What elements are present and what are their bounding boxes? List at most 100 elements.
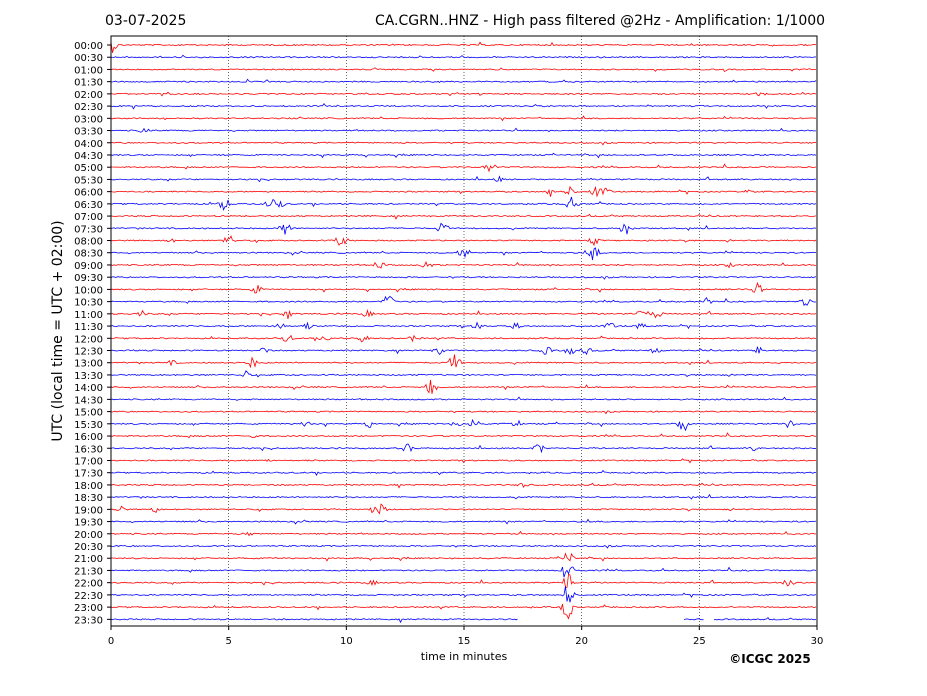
y-tick-label: 19:30 <box>74 518 103 529</box>
trace-row <box>110 586 817 603</box>
y-tick-label: 15:30 <box>74 420 103 431</box>
trace-row <box>110 67 816 73</box>
y-tick-label: 00:00 <box>74 41 103 52</box>
y-tick-label: 09:30 <box>74 273 103 284</box>
trace-row <box>110 566 817 578</box>
trace-row <box>110 78 817 84</box>
trace-row <box>110 54 817 59</box>
y-tick-label: 02:30 <box>74 102 103 113</box>
trace-row <box>111 115 816 122</box>
trace-row <box>110 152 817 159</box>
trace-row <box>110 276 817 280</box>
trace-row <box>110 493 817 500</box>
trace-row <box>111 410 817 415</box>
trace-row <box>110 163 817 173</box>
y-tick-label: 12:30 <box>74 347 103 358</box>
y-tick-label: 00:30 <box>74 53 103 64</box>
trace-row <box>110 261 817 269</box>
trace-row <box>110 552 817 562</box>
y-tick-label: 14:00 <box>74 383 103 394</box>
y-tick-label: 07:00 <box>74 212 103 223</box>
y-tick-label: 10:30 <box>74 298 103 309</box>
grid-lines <box>228 36 700 626</box>
y-tick-label: 15:00 <box>74 408 103 419</box>
trace-row <box>110 418 817 432</box>
y-tick-label: 07:30 <box>74 224 103 235</box>
trace-row <box>110 482 817 489</box>
trace-row <box>110 370 817 378</box>
date-label: 03-07-2025 <box>105 13 186 29</box>
trace-row <box>110 281 817 294</box>
y-tick-label: 10:00 <box>74 285 103 296</box>
y-tick-label: 17:00 <box>74 456 103 467</box>
trace-row <box>110 213 817 220</box>
y-tick-label: 08:30 <box>74 249 103 260</box>
trace-row <box>110 518 817 525</box>
trace-row <box>110 354 817 369</box>
y-tick-label: 02:00 <box>74 90 103 101</box>
y-tick-label: 23:30 <box>74 615 103 626</box>
plot-area <box>110 36 817 626</box>
y-tick-label: 23:00 <box>74 603 103 614</box>
y-tick-label: 21:00 <box>74 554 103 565</box>
trace-row <box>110 544 817 549</box>
trace-row <box>110 321 817 330</box>
trace-row <box>110 603 817 620</box>
y-tick-label: 22:00 <box>74 579 103 590</box>
y-tick-label: 18:30 <box>74 493 103 504</box>
trace-row <box>110 379 817 394</box>
station-title: CA.CGRN..HNZ - High pass filtered @2Hz -… <box>375 13 825 29</box>
trace-row <box>110 41 817 53</box>
y-tick-label: 18:00 <box>74 481 103 492</box>
y-tick-label: 22:30 <box>74 591 103 602</box>
y-tick-label: 14:30 <box>74 395 103 406</box>
y-tick-label: 11:00 <box>74 310 103 321</box>
y-tick-label: 13:00 <box>74 359 103 370</box>
y-tick-label: 09:00 <box>74 261 103 272</box>
x-tick-label: 10 <box>340 636 353 647</box>
trace-row <box>111 309 817 319</box>
x-tick-label: 15 <box>458 636 471 647</box>
y-tick-label: 13:30 <box>74 371 103 382</box>
trace-row <box>110 141 817 146</box>
y-tick-label: 20:30 <box>74 542 103 553</box>
copyright-label: ©ICGC 2025 <box>729 652 811 666</box>
y-tick-label: 17:30 <box>74 469 103 480</box>
x-tick-label: 0 <box>108 636 114 647</box>
trace-row <box>110 222 817 235</box>
y-tick-label: 20:00 <box>74 530 103 541</box>
trace-row <box>111 396 817 401</box>
trace-row <box>110 443 817 454</box>
trace-row <box>110 432 817 439</box>
x-tick-label: 20 <box>575 636 588 647</box>
y-tick-label: 12:00 <box>74 334 103 345</box>
y-tick-label: 05:00 <box>74 163 103 174</box>
y-tick-label: 01:00 <box>74 65 103 76</box>
y-tick-label: 21:30 <box>74 566 103 577</box>
trace-row <box>110 573 817 588</box>
y-tick-label: 11:30 <box>74 322 103 333</box>
trace-row <box>110 503 817 515</box>
y-tick-label: 01:30 <box>74 78 103 89</box>
y-tick-label: 04:00 <box>74 139 103 150</box>
y-axis-label: UTC (local time = UTC + 02:00) <box>50 220 66 441</box>
y-tick-label: 16:30 <box>74 444 103 455</box>
y-tick-label: 05:30 <box>74 175 103 186</box>
y-tick-label: 06:30 <box>74 200 103 211</box>
y-tick-label: 04:30 <box>74 151 103 162</box>
seismic-traces <box>110 41 817 624</box>
x-tick-label: 25 <box>693 636 706 647</box>
trace-row <box>110 469 817 476</box>
x-axis-ticks: 0 5 10 15 20 25 30 <box>108 626 823 647</box>
trace-row <box>110 91 817 97</box>
y-tick-label: 06:00 <box>74 188 103 199</box>
trace-row <box>110 196 817 212</box>
y-tick-label: 03:00 <box>74 114 103 125</box>
y-tick-label: 16:00 <box>74 432 103 443</box>
y-tick-label: 19:00 <box>74 505 103 516</box>
trace-row <box>110 334 817 343</box>
x-tick-label: 5 <box>225 636 231 647</box>
y-tick-label: 03:30 <box>74 127 103 138</box>
trace-row <box>110 127 816 133</box>
